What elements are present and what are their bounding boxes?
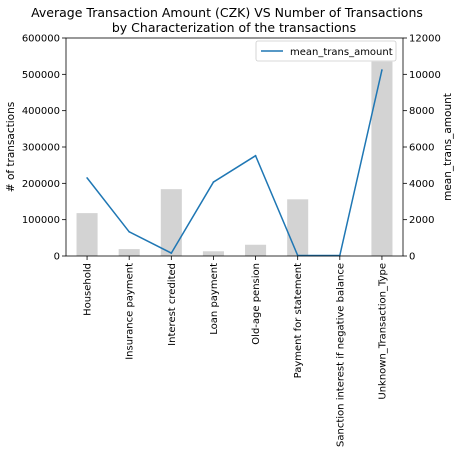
x-tick-label: Household [83, 263, 94, 316]
line-point-4 [212, 181, 215, 183]
line-path [86, 69, 383, 257]
x-tick-label: Interest credited [167, 263, 178, 346]
right-tick-label: 8000 [409, 106, 434, 117]
chart-title-line-1: Average Transaction Amount (CZK) VS Numb… [31, 5, 423, 20]
left-tick-label: 600000 [22, 34, 60, 45]
x-tick-label: Payment for statement [293, 263, 304, 378]
chart-title-line-2: by Characterization of the transactions [112, 20, 356, 35]
right-tick-label: 2000 [409, 215, 434, 226]
plot-frame [65, 37, 404, 257]
line-point-3 [170, 252, 173, 254]
left-tick-label: 500000 [22, 70, 60, 81]
x-tick-label: Insurance payment [125, 263, 136, 360]
bar-series [76, 61, 393, 256]
right-tick-label: 12000 [409, 34, 441, 45]
y-axis-label-left: # of transactions [5, 102, 17, 192]
bar-4 [202, 251, 224, 256]
x-axis: Household Insurance payment Interest credi… [83, 256, 388, 447]
x-tick-label: Loan payment [209, 263, 220, 335]
bar-5 [245, 244, 267, 256]
legend-label: mean_trans_amount [290, 47, 393, 58]
left-axis: 0 100000 200000 300000 400000 500000 600000 [22, 34, 66, 263]
bar-6 [287, 199, 309, 256]
line-point-1 [86, 177, 88, 179]
x-tick-label: Sanction interest if negative balance [335, 263, 346, 447]
x-tick-label: Unknown_Transaction_Type [377, 263, 388, 400]
line-point-5 [254, 154, 257, 157]
left-tick-label: 300000 [22, 143, 60, 154]
right-tick-label: 6000 [409, 143, 434, 154]
bar-3 [160, 189, 182, 256]
x-tick-label: Old-age pension [251, 263, 262, 345]
left-tick-label: 100000 [22, 215, 60, 226]
left-tick-label: 400000 [22, 106, 60, 117]
right-tick-label: 10000 [409, 70, 441, 81]
bar-2 [118, 249, 140, 256]
right-tick-label: 4000 [409, 179, 434, 190]
left-tick-label: 200000 [22, 179, 60, 190]
left-tick-label: 0 [54, 252, 60, 263]
right-tick-label: 0 [409, 252, 415, 263]
legend-box [255, 40, 397, 62]
y-axis-label-right: mean_trans_amount [442, 93, 454, 201]
line-series [86, 69, 383, 257]
bar-8 [371, 61, 393, 256]
line-point-2 [128, 231, 130, 233]
bar-1 [76, 213, 98, 256]
right-axis: 0 2000 4000 6000 8000 10000 12000 [403, 34, 441, 263]
legend: mean_trans_amount [255, 40, 397, 62]
line-point-8 [381, 69, 383, 71]
